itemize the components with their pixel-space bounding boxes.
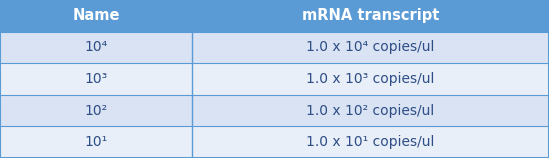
Text: mRNA transcript: mRNA transcript — [302, 8, 439, 23]
Bar — [192, 32, 549, 63]
Text: Name: Name — [72, 8, 120, 23]
Text: 10⁴: 10⁴ — [85, 40, 108, 54]
Bar — [192, 63, 549, 95]
Bar — [0, 32, 192, 63]
Bar — [0, 95, 192, 126]
Text: 1.0 x 10⁴ copies/ul: 1.0 x 10⁴ copies/ul — [306, 40, 435, 54]
Bar — [192, 126, 549, 158]
Bar — [0, 0, 192, 32]
Bar — [192, 0, 549, 32]
Text: 1.0 x 10³ copies/ul: 1.0 x 10³ copies/ul — [306, 72, 435, 86]
Bar — [0, 126, 192, 158]
Bar — [0, 63, 192, 95]
Text: 1.0 x 10² copies/ul: 1.0 x 10² copies/ul — [306, 104, 435, 118]
Text: 1.0 x 10¹ copies/ul: 1.0 x 10¹ copies/ul — [306, 135, 435, 149]
Text: 10³: 10³ — [85, 72, 108, 86]
Bar — [192, 95, 549, 126]
Text: 10¹: 10¹ — [85, 135, 108, 149]
Text: 10²: 10² — [85, 104, 108, 118]
